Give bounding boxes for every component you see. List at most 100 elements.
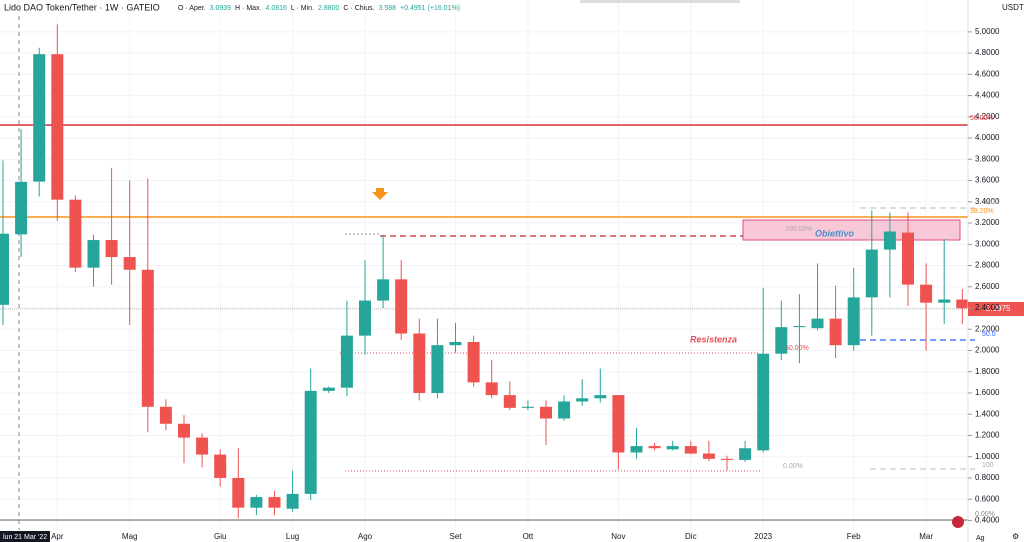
candle-body: [739, 448, 752, 460]
candle-body: [793, 326, 806, 328]
candle-body: [0, 233, 9, 305]
candle-body: [395, 279, 408, 334]
x-tick-label: Ott: [523, 532, 534, 541]
candle-body: [757, 353, 770, 451]
candle-body: [87, 240, 100, 268]
x-tick-label: Nov: [611, 532, 625, 541]
candle-body: [540, 406, 552, 419]
header-bg: [0, 0, 500, 16]
candle-body: [51, 54, 64, 200]
x-tick-label: Dic: [685, 532, 697, 541]
header-text: 4.0816: [266, 5, 288, 12]
header-text: 3.0939: [210, 5, 232, 12]
candle-body: [702, 453, 715, 459]
grid: [0, 0, 968, 530]
cursor-label: lun 21 Mar '22: [3, 534, 47, 541]
x-tick-label: 2023: [754, 532, 772, 541]
candle-body: [775, 327, 788, 354]
candle-body: [684, 446, 697, 454]
y-tick-label: 0.6000: [975, 494, 1000, 503]
header-text: L · Min.: [291, 5, 314, 12]
candle-body: [431, 345, 444, 393]
candle-body: [902, 232, 914, 285]
annotation: 0.00: [985, 199, 999, 206]
price-label-bg: [968, 302, 1024, 316]
candle-body: [865, 249, 878, 298]
header-text: 3.588: [379, 5, 397, 12]
candle-body: [105, 240, 118, 258]
candle-body: [485, 382, 498, 396]
y-tick-label: 3.4000: [975, 197, 1000, 206]
y-tick-label: 4.0000: [975, 133, 1000, 142]
candle-body: [232, 477, 245, 508]
y-tick-label: 2.8000: [975, 261, 1000, 270]
symbol-title: Lido DAO Token/Tether · 1W · GATEIO: [4, 2, 160, 12]
candle-body: [666, 446, 679, 450]
y-tick-label: 2.0000: [975, 346, 1000, 355]
y-tick-label: 1.6000: [975, 388, 1000, 397]
annotation: 50.0: [982, 331, 996, 338]
annotation: 50.00%: [970, 115, 994, 122]
header-text: H · Max.: [235, 5, 262, 12]
x-tick-label: Giu: [214, 532, 226, 541]
settings-icon[interactable]: ⚙: [1012, 532, 1019, 541]
flag-icon[interactable]: [952, 516, 964, 528]
y-tick-label: 2.6000: [975, 282, 1000, 291]
cursor-label-bg: [0, 531, 50, 542]
y-tick-label: 2.2000: [975, 324, 1000, 333]
candle-body: [612, 395, 625, 453]
y-tick-label: 1.2000: [975, 431, 1000, 440]
candle-body: [558, 401, 571, 419]
y-tick-label: 2.4000: [975, 303, 1000, 312]
candle-body: [938, 299, 951, 303]
x-tick-label: Ago: [358, 532, 373, 541]
y-tick-label: 1.8000: [975, 367, 1000, 376]
candle-body: [304, 390, 317, 494]
y-tick-label: 3.6000: [975, 176, 1000, 185]
candle-body: [920, 284, 933, 303]
candle-body: [883, 231, 896, 250]
candle-body: [449, 342, 462, 346]
x-tick-label: Apr: [51, 532, 64, 541]
candles: [0, 24, 969, 519]
candle-body: [359, 300, 371, 336]
candle-body: [141, 269, 154, 407]
annotation: 0.00%: [975, 511, 995, 518]
y-tick-label: 4.6000: [975, 69, 1000, 78]
ohlc-header: O · Aper. 3.0939 H · Max. 4.0816 L · Min. 2.8…: [178, 5, 460, 12]
y-tick-label: 0.4000: [975, 516, 1000, 525]
candle-body: [648, 446, 661, 449]
header-text: +0.4951 (+16.01%): [400, 5, 460, 12]
candle-body: [178, 423, 190, 438]
y-tick-label: 1.0000: [975, 452, 1000, 461]
x-tick-label: Set: [449, 532, 462, 541]
candle-body: [196, 437, 209, 455]
annotation: 100.00%: [785, 226, 813, 233]
header-text: O · Aper.: [178, 5, 206, 12]
y-tick-label: 3.2000: [975, 218, 1000, 227]
candle-body: [829, 318, 842, 346]
y-tick-label: 4.4000: [975, 91, 1000, 100]
annotation: 50.00%: [785, 345, 809, 352]
y-tick-label: 1.4000: [975, 409, 1000, 418]
candle-body: [377, 279, 390, 301]
price-label: 2.3975: [986, 304, 1011, 313]
header-text: 2.8800: [318, 5, 340, 12]
axis-unit: USDT: [1002, 3, 1024, 12]
candle-body: [811, 318, 824, 329]
candle-body: [594, 395, 607, 399]
y-tick-label: 4.8000: [975, 48, 1000, 57]
candle-body: [286, 493, 299, 509]
candle-body: [268, 497, 281, 508]
annotation: 100: [982, 462, 994, 469]
y-tick-label: 3.8000: [975, 154, 1000, 163]
y-tick-label: 4.2000: [975, 112, 1000, 121]
candle-body: [413, 333, 426, 393]
y-tick-label: 3.0000: [975, 239, 1000, 248]
x-tick-label: Mar: [919, 532, 933, 541]
y-tick-label: 5.0000: [975, 27, 1000, 36]
candle-body: [159, 406, 172, 424]
candle-body: [15, 181, 28, 235]
candle-body: [69, 199, 82, 268]
